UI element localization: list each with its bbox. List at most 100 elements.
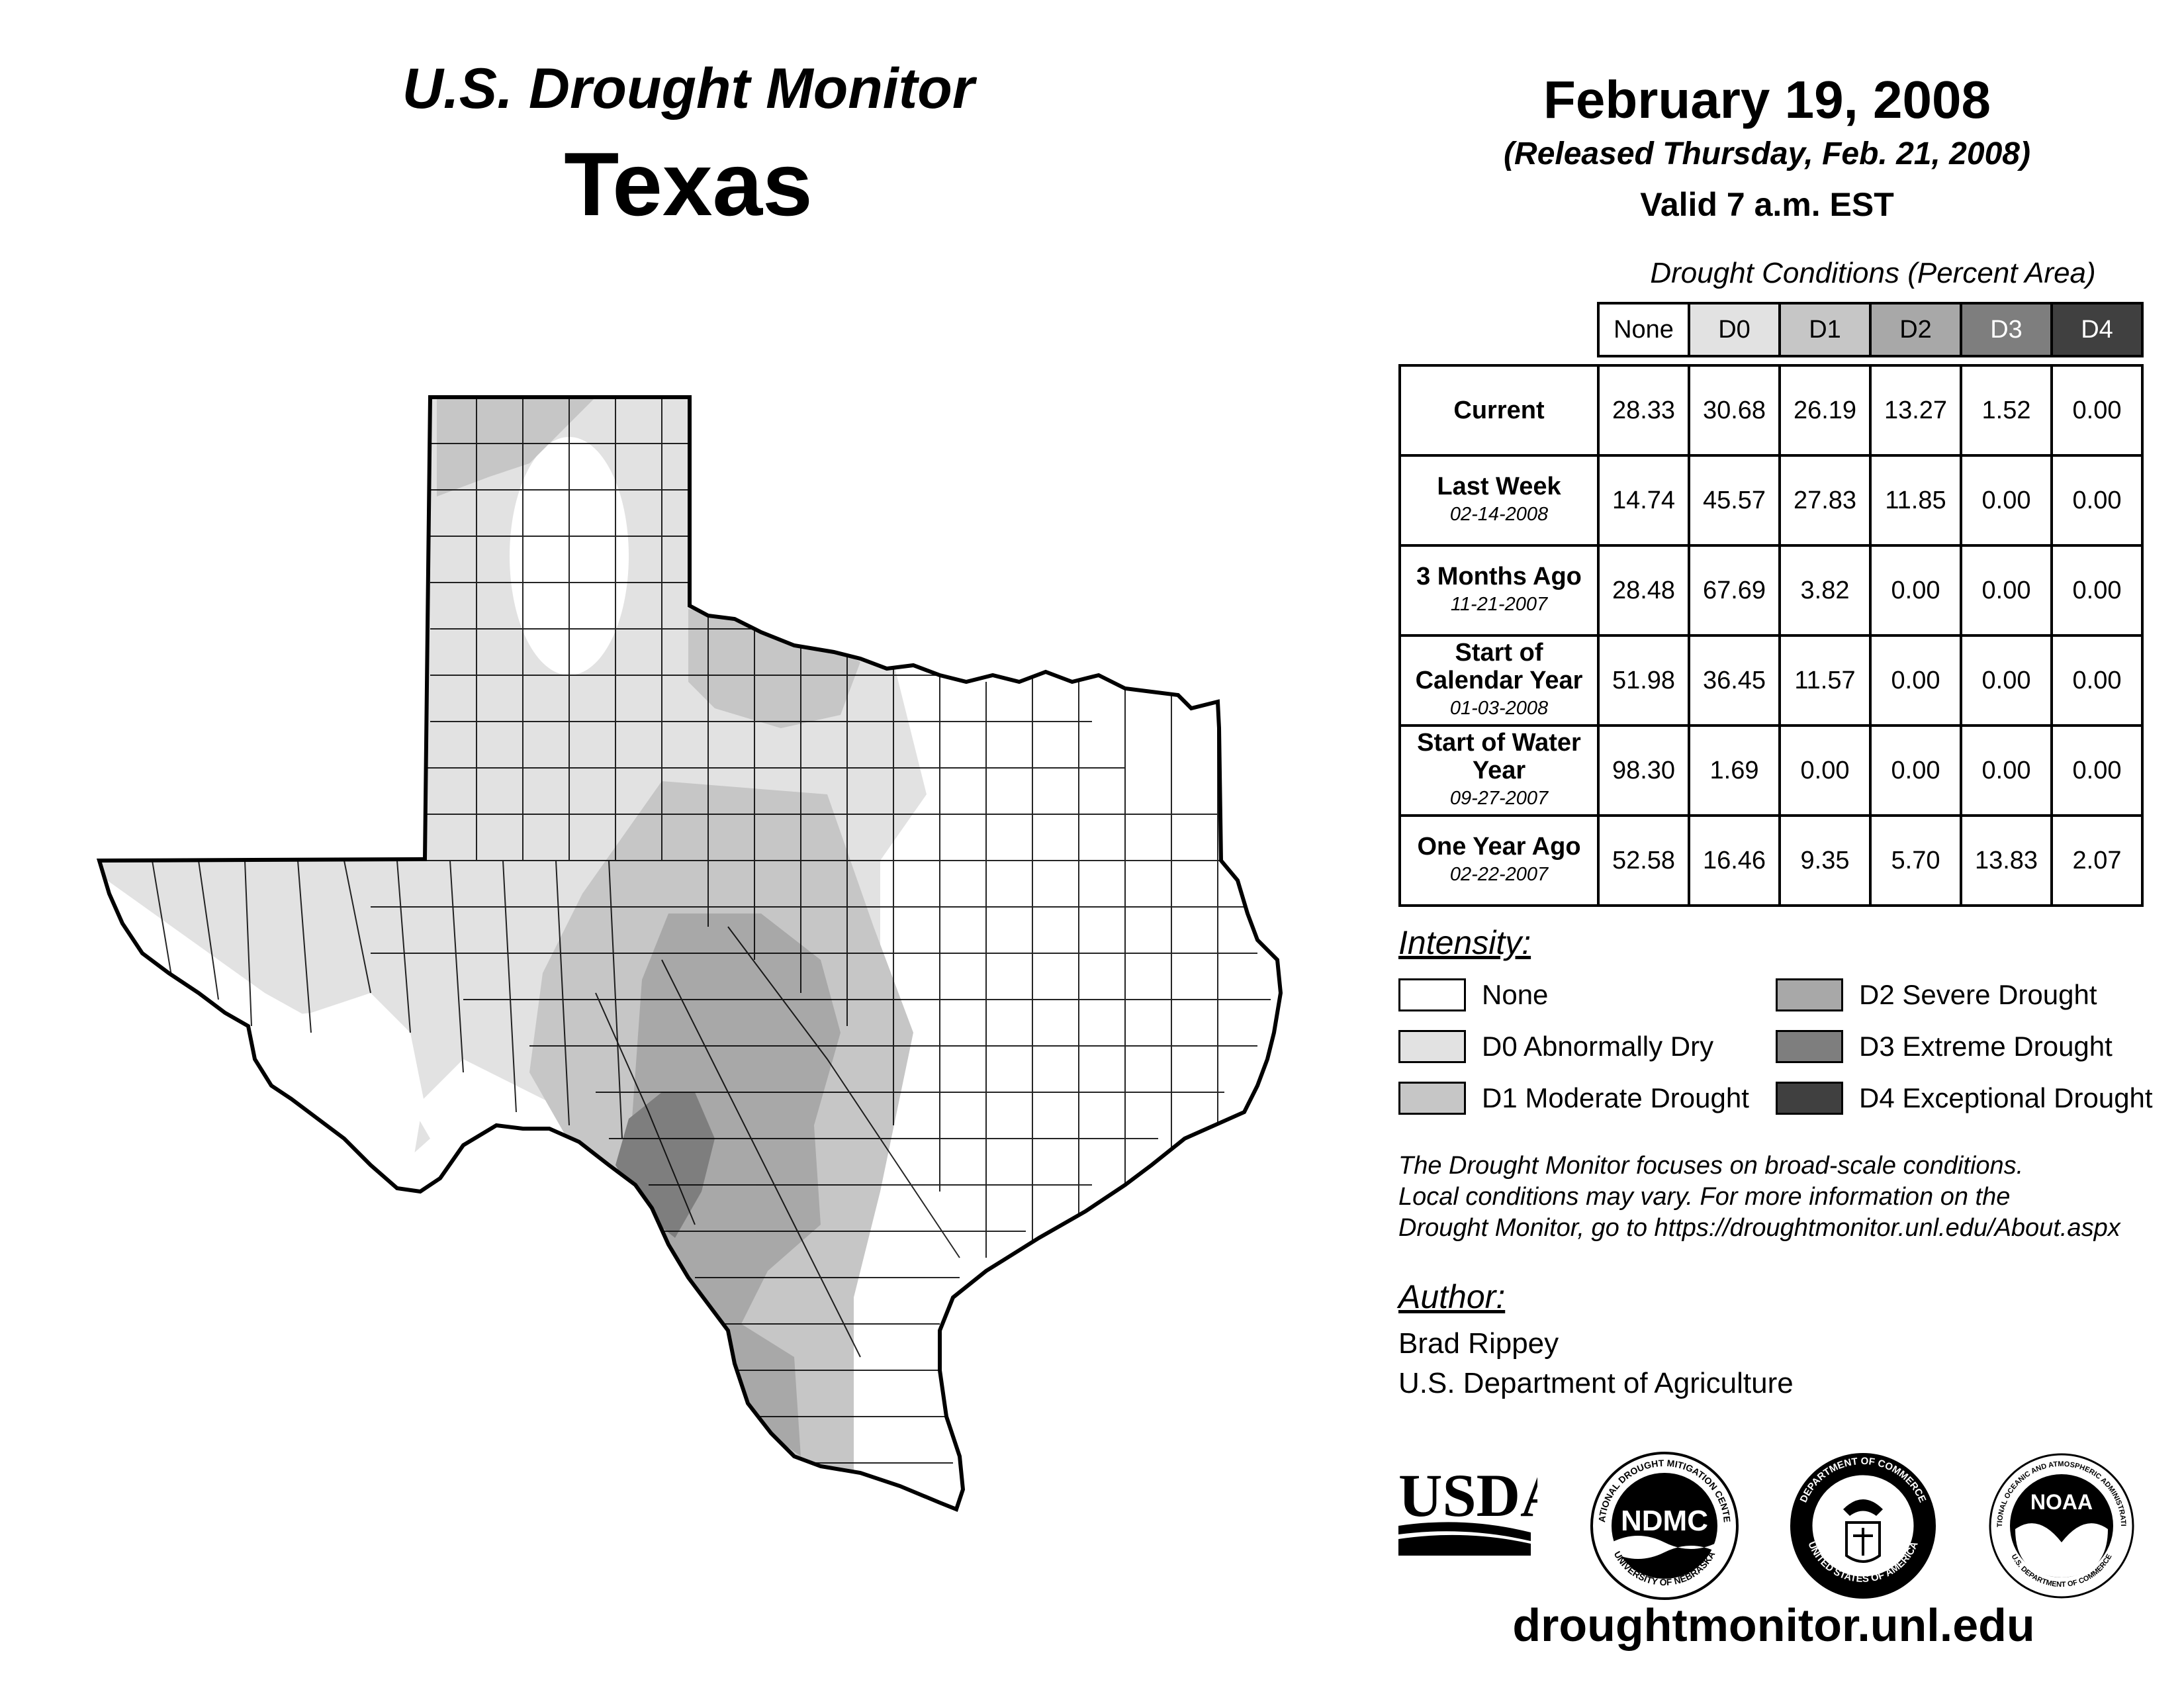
- legend-item-d3: D3 Extreme Drought: [1776, 1030, 2113, 1063]
- row-label: One Year Ago 02-22-2007: [1398, 814, 1600, 907]
- table-cell: 51.98: [1597, 634, 1690, 727]
- legend-item-d1: D1 Moderate Drought: [1398, 1082, 1749, 1115]
- table-row: One Year Ago 02-22-2007 52.58 16.46 9.35 …: [1398, 814, 2144, 907]
- row-label: Current: [1398, 364, 1600, 457]
- legend-label: D1 Moderate Drought: [1482, 1082, 1749, 1113]
- table-row: Current 28.33 30.68 26.19 13.27 1.52 0.0…: [1398, 364, 2144, 457]
- legend-label: D4 Exceptional Drought: [1859, 1082, 2153, 1113]
- col-header-d1: D1: [1778, 302, 1872, 357]
- legend-swatch: [1398, 1030, 1466, 1063]
- row-date: 02-14-2008: [1449, 504, 1549, 525]
- disclaimer-note: The Drought Monitor focuses on broad-sca…: [1398, 1150, 2173, 1244]
- map-title: U.S. Drought Monitor: [402, 57, 975, 120]
- table-cell: 1.69: [1688, 724, 1781, 817]
- legend-item-d2: D2 Severe Drought: [1776, 978, 2097, 1011]
- map-date: February 19, 2008: [1543, 70, 1991, 129]
- col-header-d2: D2: [1869, 302, 1962, 357]
- legend-label: D3 Extreme Drought: [1859, 1031, 2113, 1062]
- legend-label: D2 Severe Drought: [1859, 979, 2097, 1010]
- table-cell: 14.74: [1597, 454, 1690, 547]
- website-url[interactable]: droughtmonitor.unl.edu: [1512, 1599, 2035, 1651]
- row-label: Start of Water Year 09-27-2007: [1398, 724, 1600, 817]
- legend-swatch: [1776, 1030, 1843, 1063]
- release-date: (Released Thursday, Feb. 21, 2008): [1504, 136, 2030, 171]
- row-label: Start of Calendar Year 01-03-2008: [1398, 634, 1600, 727]
- table-cell: 16.46: [1688, 814, 1781, 907]
- table-cell: 11.57: [1778, 634, 1872, 727]
- table-cell: 13.27: [1869, 364, 1962, 457]
- table-cell: 0.00: [2050, 544, 2144, 637]
- legend-swatch: [1398, 978, 1466, 1011]
- table-cell: 2.07: [2050, 814, 2144, 907]
- legend-item-d0: D0 Abnormally Dry: [1398, 1030, 1713, 1063]
- author-heading: Author:: [1398, 1278, 1506, 1315]
- table-cell: 0.00: [2050, 364, 2144, 457]
- table-corner: [1400, 303, 1598, 356]
- table-row: Start of Calendar Year 01-03-2008 51.98 3…: [1398, 634, 2144, 727]
- usda-logo: USDA: [1398, 1463, 1537, 1556]
- state-title: Texas: [564, 134, 813, 234]
- table-cell: 30.68: [1688, 364, 1781, 457]
- col-header-d4: D4: [2050, 302, 2144, 357]
- table-header-row: None D0 D1 D2 D3 D4: [1400, 302, 2144, 357]
- legend-item-none: None: [1398, 978, 1548, 1011]
- row-label: Last Week 02-14-2008: [1398, 454, 1600, 547]
- legend-swatch: [1776, 1082, 1843, 1115]
- table-cell: 67.69: [1688, 544, 1781, 637]
- noaa-logo: NOAA NATIONAL OCEANIC AND ATMOSPHERIC AD…: [1985, 1450, 2134, 1599]
- row-date: 09-27-2007: [1449, 788, 1549, 809]
- county-boundaries: [152, 397, 1271, 1464]
- row-date: 02-22-2007: [1449, 864, 1549, 885]
- col-header-d0: D0: [1688, 302, 1781, 357]
- note-line: Local conditions may vary. For more info…: [1398, 1183, 2011, 1211]
- table-row: Last Week 02-14-2008 14.74 45.57 27.83 11…: [1398, 454, 2144, 547]
- legend-swatch: [1776, 978, 1843, 1011]
- legend-label: None: [1482, 979, 1549, 1010]
- texas-outline: [96, 395, 1283, 1512]
- legend-title: Intensity:: [1398, 924, 1531, 961]
- table-cell: 0.00: [2050, 724, 2144, 817]
- col-header-d3: D3: [1960, 302, 2053, 357]
- note-line: The Drought Monitor focuses on broad-sca…: [1398, 1152, 2024, 1180]
- table-cell: 0.00: [1869, 724, 1962, 817]
- table-cell: 0.00: [1960, 544, 2053, 637]
- row-date: 01-03-2008: [1449, 698, 1549, 719]
- author-name: Brad Rippey: [1398, 1327, 1559, 1360]
- table-caption: Drought Conditions (Percent Area): [1650, 257, 2096, 289]
- row-date: 11-21-2007: [1450, 594, 1548, 615]
- col-header-none: None: [1597, 302, 1690, 357]
- author-organization: U.S. Department of Agriculture: [1398, 1367, 1794, 1399]
- table-cell: 36.45: [1688, 634, 1781, 727]
- table-cell: 0.00: [1960, 724, 2053, 817]
- table-cell: 28.48: [1597, 544, 1690, 637]
- table-cell: 11.85: [1869, 454, 1962, 547]
- table-cell: 52.58: [1597, 814, 1690, 907]
- note-line: Drought Monitor, go to https://droughtmo…: [1398, 1214, 2120, 1242]
- table-cell: 13.83: [1960, 814, 2053, 907]
- valid-time: Valid 7 a.m. EST: [1640, 186, 1894, 223]
- table-row: 3 Months Ago 11-21-2007 28.48 67.69 3.82 …: [1398, 544, 2144, 637]
- table-cell: 5.70: [1869, 814, 1962, 907]
- table-cell: 1.52: [1960, 364, 2053, 457]
- svg-text:NOAA: NOAA: [2030, 1490, 2093, 1514]
- legend-label: D0 Abnormally Dry: [1482, 1031, 1714, 1062]
- table-cell: 9.35: [1778, 814, 1872, 907]
- table-cell: 0.00: [1960, 454, 2053, 547]
- ndmc-logo: NDMC NATIONAL DROUGHT MITIGATION CENTER …: [1588, 1450, 1739, 1600]
- table-row: Start of Water Year 09-27-2007 98.30 1.69…: [1398, 724, 2144, 817]
- table-cell: 0.00: [2050, 634, 2144, 727]
- table-cell: 0.00: [1960, 634, 2053, 727]
- none-region-west: [251, 993, 424, 1178]
- legend-item-d4: D4 Exceptional Drought: [1776, 1082, 2153, 1115]
- drought-conditions-table: None D0 D1 D2 D3 D4 Current 28.33 30.68 …: [1398, 302, 2144, 907]
- d1-region-north: [688, 609, 860, 728]
- table-cell: 27.83: [1778, 454, 1872, 547]
- texas-drought-map: [96, 395, 1283, 1512]
- table-cell: 45.57: [1688, 454, 1781, 547]
- table-cell: 0.00: [1778, 724, 1872, 817]
- row-label: 3 Months Ago 11-21-2007: [1398, 544, 1600, 637]
- table-cell: 0.00: [1869, 634, 1962, 727]
- table-cell: 28.33: [1597, 364, 1690, 457]
- table-cell: 26.19: [1778, 364, 1872, 457]
- legend-swatch: [1398, 1082, 1466, 1115]
